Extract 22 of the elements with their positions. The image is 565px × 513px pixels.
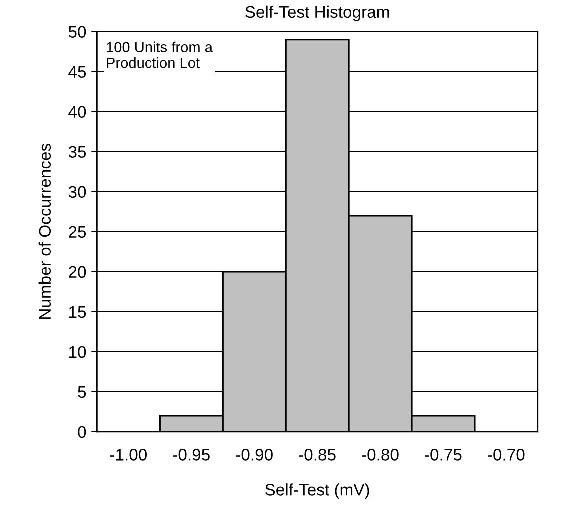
y-tick-label: 45: [68, 66, 86, 78]
y-tick-label: 0: [78, 426, 86, 438]
annotation: 100 Units from a Production Lot: [107, 42, 213, 68]
y-tick-label: 5: [78, 386, 86, 398]
x-tick-label: -0.80: [362, 449, 399, 461]
x-tick-label: -0.70: [488, 449, 525, 461]
y-tick-label: 50: [68, 26, 86, 38]
chart-title: Self-Test Histogram: [246, 6, 390, 22]
y-tick-label: 35: [68, 146, 86, 158]
y-tick-label: 10: [70, 346, 86, 358]
x-tick-label: -1.00: [110, 449, 148, 461]
y-tick-label: 20: [69, 266, 86, 278]
x-tick-label: -0.85: [299, 449, 336, 461]
y-tick-label: 25: [69, 226, 86, 238]
y-tick-label: 40: [68, 106, 86, 118]
x-tick-label: -0.75: [425, 449, 462, 461]
y-tick-label: 15: [70, 306, 86, 318]
x-axis-title: Self-Test (mV): [266, 484, 370, 500]
x-tick-label: -0.95: [173, 449, 210, 461]
y-tick-label: 30: [68, 186, 86, 198]
x-tick-label: -0.90: [236, 449, 273, 461]
y-axis-title: Number of Occurrences: [38, 144, 52, 319]
